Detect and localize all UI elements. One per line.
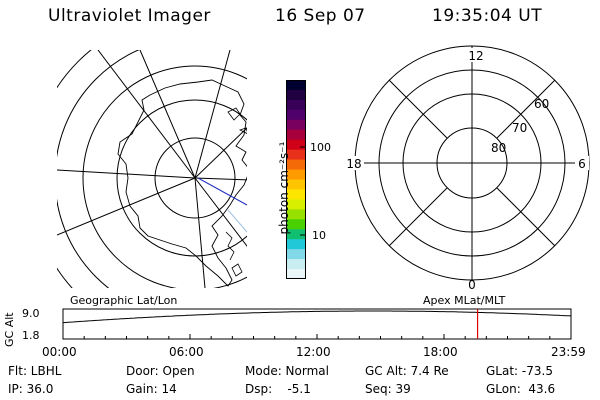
mlt-diagonal [388,187,448,247]
colorbar-band [286,259,306,270]
meridian-line [57,177,196,236]
colorbar-band [286,239,306,250]
ytick-top: 9.0 [22,307,40,320]
lat-circle [116,99,247,257]
mlt-diagonal [496,79,556,139]
dsp-info: Dsp: -5.1 [245,382,311,396]
xtick-2359: 23:59 [551,345,586,359]
colorbar-band [286,229,306,240]
colorbar-band [286,129,306,141]
colorbar-band [286,269,306,279]
colorbar [286,80,306,279]
xtick-1800: 18:00 [423,345,458,359]
mlt-diagonal [388,79,448,139]
orbit-altitude-curve [62,310,572,324]
mlt-label-18: 18 [346,157,361,171]
glon-info: GLon: 43.6 [486,382,556,396]
ytick-bottom: 1.8 [22,329,40,342]
geographic-caption: Geographic Lat/Lon [70,294,178,307]
colorbar-band [286,109,306,121]
mlt-label-0: 0 [468,278,476,292]
colorbar-band [286,80,306,91]
antarctica-coastline [117,79,247,287]
colorbar-band [286,169,306,180]
instrument-title: Ultraviolet Imager [48,6,211,26]
xtick-0600: 06:00 [169,345,204,359]
orbit-track [197,177,248,206]
meridian-line [194,177,247,181]
lat-circle [82,65,247,288]
mlt-label-12: 12 [468,49,483,63]
colorbar-band [286,89,306,101]
colorbar-band [286,139,306,151]
filter-info: Flt: LBHL [8,364,62,378]
meridian-line [194,127,247,179]
colorbar-band [286,209,306,220]
colorbar-band [286,189,306,200]
mlt-label-6: 6 [578,157,586,171]
door-info: Door: Open [126,364,195,378]
meridian-line [97,50,196,179]
time-label: 19:35:04 UT [432,6,543,26]
seq-info: Seq: 39 [365,382,411,396]
colorbar-band [286,199,306,210]
colorbar-band [286,99,306,111]
coastline-islands [227,107,247,277]
apex-caption: Apex MLat/MLT [423,294,506,307]
glat-info: GLat: -73.5 [486,364,553,378]
date-label: 16 Sep 07 [275,6,366,26]
mlt-diagonal [496,187,556,247]
colorbar-band [286,249,306,260]
colorbar-band [286,119,306,131]
meridian-line [194,177,206,288]
colorbar-frame [286,80,306,279]
mlat-label-60: 60 [534,97,549,111]
coastline-detail [225,231,235,261]
orbit-track [227,209,248,233]
colorbar-band [286,149,306,161]
gain-info: Gain: 14 [126,382,177,396]
mlat-label-80: 80 [491,141,506,155]
colorbar-tick-10: 10 [312,229,326,242]
colorbar-band [286,159,306,171]
meridian-line [194,50,231,179]
xtick-0000: 00:00 [42,345,77,359]
meridian-line [57,169,196,179]
mlat-label-70: 70 [512,121,527,135]
mode-info: Mode: Normal [245,364,329,378]
meridian-line [139,50,196,179]
xtick-1200: 12:00 [296,345,331,359]
ip-info: IP: 36.0 [8,382,54,396]
colorbar-tick-100: 100 [310,141,331,154]
lat-circle [154,137,236,219]
meridian-line [194,177,247,247]
orbit-ylabel: GC Alt [3,312,16,347]
colorbar-band [286,219,306,230]
gc-alt-info: GC Alt: 7.4 Re [365,364,449,378]
colorbar-band [286,179,306,190]
